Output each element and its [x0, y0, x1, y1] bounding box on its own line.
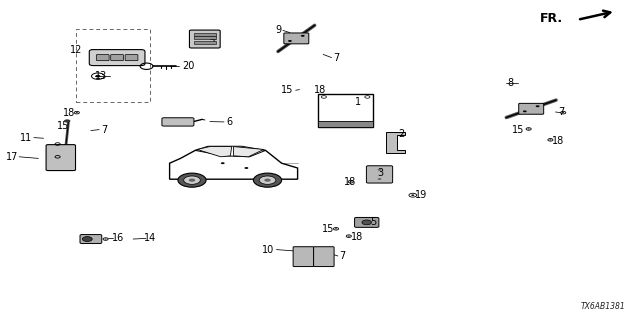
Text: 2: 2	[398, 129, 404, 140]
Text: 12: 12	[70, 44, 82, 55]
Circle shape	[184, 176, 200, 184]
Circle shape	[189, 179, 195, 182]
FancyBboxPatch shape	[162, 118, 194, 126]
FancyBboxPatch shape	[46, 145, 76, 171]
Circle shape	[244, 167, 248, 169]
Text: 13: 13	[95, 71, 108, 81]
Circle shape	[264, 179, 271, 182]
Circle shape	[362, 220, 371, 225]
Circle shape	[259, 176, 276, 184]
Circle shape	[523, 110, 527, 112]
Text: 9: 9	[275, 25, 282, 36]
Text: 18: 18	[314, 85, 326, 95]
Text: 11: 11	[20, 132, 32, 143]
Text: 8: 8	[508, 78, 514, 88]
FancyBboxPatch shape	[355, 218, 379, 227]
Text: 17: 17	[6, 152, 18, 162]
Circle shape	[549, 139, 552, 140]
Text: 15: 15	[322, 224, 334, 234]
Circle shape	[64, 119, 70, 123]
Circle shape	[536, 105, 540, 107]
Polygon shape	[195, 146, 266, 157]
Circle shape	[301, 35, 305, 37]
Circle shape	[178, 173, 206, 187]
Text: 15: 15	[281, 84, 293, 95]
Text: 7: 7	[558, 107, 564, 117]
Polygon shape	[386, 132, 405, 153]
Text: 1: 1	[355, 97, 362, 107]
Circle shape	[221, 162, 225, 164]
FancyBboxPatch shape	[189, 30, 220, 48]
FancyBboxPatch shape	[111, 54, 124, 61]
Text: 20: 20	[182, 61, 194, 71]
Circle shape	[83, 236, 92, 242]
Text: 18: 18	[63, 108, 76, 118]
Polygon shape	[234, 147, 264, 157]
Circle shape	[104, 238, 107, 240]
Text: 16: 16	[112, 233, 124, 244]
Text: 18: 18	[351, 232, 363, 242]
Circle shape	[288, 40, 292, 42]
FancyBboxPatch shape	[284, 33, 309, 44]
FancyBboxPatch shape	[519, 103, 544, 114]
Circle shape	[95, 75, 100, 77]
Text: FR.: FR.	[540, 12, 563, 25]
Polygon shape	[170, 147, 298, 179]
Circle shape	[378, 178, 381, 180]
Text: 7: 7	[101, 124, 108, 135]
Circle shape	[412, 195, 414, 196]
Text: 4: 4	[210, 34, 216, 44]
FancyBboxPatch shape	[125, 54, 138, 61]
Text: 18: 18	[552, 136, 564, 146]
Bar	[319, 93, 372, 127]
FancyBboxPatch shape	[314, 247, 334, 267]
Bar	[194, 41, 216, 44]
Circle shape	[349, 181, 352, 182]
Text: 14: 14	[144, 233, 156, 244]
Bar	[194, 33, 216, 36]
Circle shape	[253, 173, 282, 187]
Text: 10: 10	[262, 244, 274, 255]
Text: TX6AB1381: TX6AB1381	[581, 302, 626, 311]
Bar	[319, 121, 372, 127]
Circle shape	[335, 228, 337, 229]
Text: 6: 6	[226, 117, 232, 127]
FancyBboxPatch shape	[366, 166, 393, 183]
Text: 15: 15	[513, 124, 525, 135]
Circle shape	[348, 236, 350, 237]
Bar	[76, 29, 150, 102]
Text: 7: 7	[339, 251, 346, 261]
Text: 5: 5	[370, 217, 376, 227]
FancyBboxPatch shape	[80, 235, 102, 244]
Circle shape	[562, 112, 564, 113]
FancyBboxPatch shape	[293, 247, 314, 267]
Text: 19: 19	[415, 190, 427, 200]
Circle shape	[76, 112, 78, 113]
Circle shape	[378, 169, 381, 171]
Polygon shape	[197, 147, 232, 157]
Circle shape	[527, 128, 530, 130]
Text: 3: 3	[378, 168, 384, 178]
Text: 15: 15	[57, 121, 69, 131]
Text: 7: 7	[333, 52, 339, 63]
Text: 18: 18	[344, 177, 356, 188]
FancyBboxPatch shape	[96, 54, 109, 61]
FancyBboxPatch shape	[89, 50, 145, 66]
Bar	[194, 36, 216, 39]
